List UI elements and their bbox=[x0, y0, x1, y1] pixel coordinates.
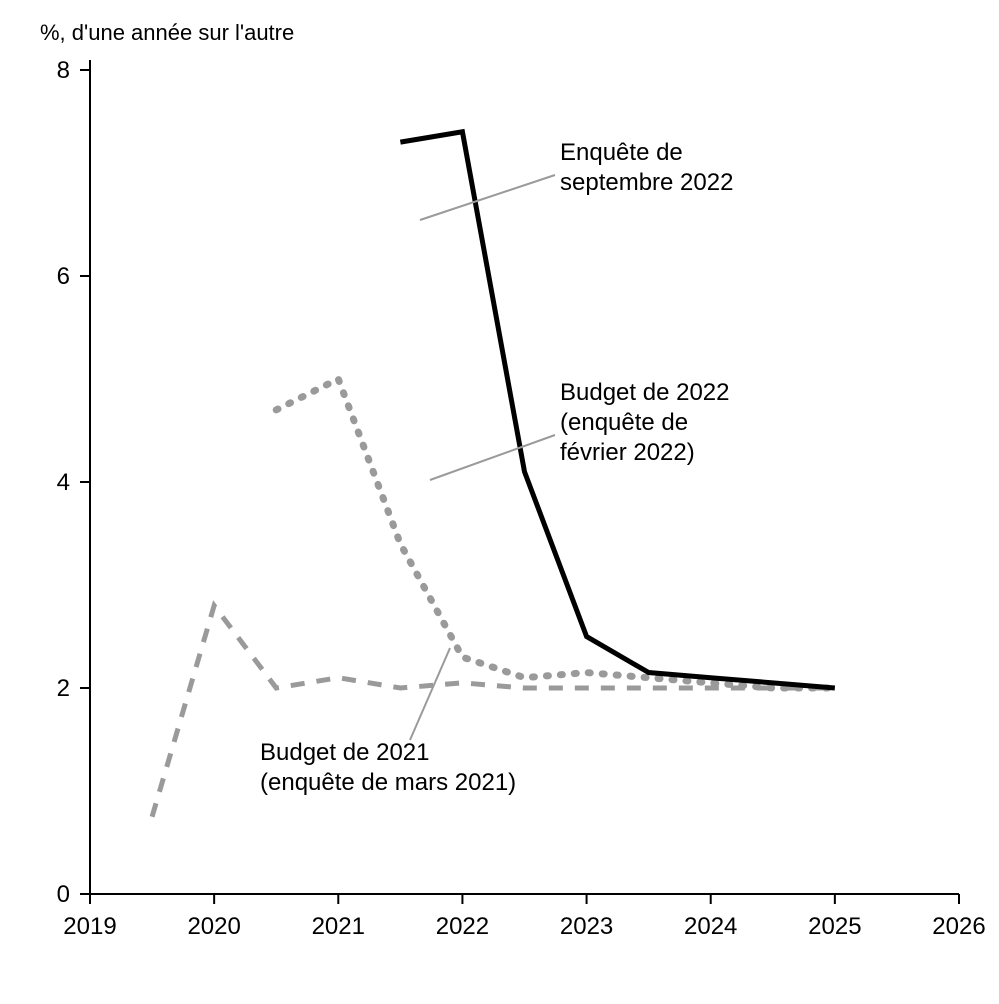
callout-label-line: (enquête de mars 2021) bbox=[260, 769, 516, 796]
x-tick-label: 2019 bbox=[63, 913, 116, 940]
callout-label-line: Enquête de bbox=[560, 139, 683, 166]
chart-container: %, d'une année sur l'autre 0 2 4 6 8 2019 2020 2… bbox=[0, 0, 999, 1004]
x-tick-label: 2025 bbox=[808, 913, 861, 940]
x-tick-label: 2021 bbox=[312, 913, 365, 940]
y-tick-label: 4 bbox=[57, 469, 70, 496]
x-tick-label: 2020 bbox=[187, 913, 240, 940]
y-tick-label: 0 bbox=[57, 881, 70, 908]
x-tick-label: 2026 bbox=[932, 913, 985, 940]
x-tick-label: 2024 bbox=[684, 913, 737, 940]
y-tick-label: 2 bbox=[57, 675, 70, 702]
chart-svg: %, d'une année sur l'autre 0 2 4 6 8 2019 2020 2… bbox=[0, 0, 999, 1004]
y-axis-title: %, d'une année sur l'autre bbox=[40, 20, 294, 45]
x-tick-label: 2022 bbox=[436, 913, 489, 940]
callout-label-line: (enquête de bbox=[560, 409, 688, 436]
chart-background bbox=[0, 0, 999, 1004]
callout-label-line: septembre 2022 bbox=[560, 169, 733, 196]
callout-label-line: février 2022) bbox=[560, 439, 695, 466]
callout-label-line: Budget de 2021 bbox=[260, 739, 430, 766]
callout-label-line: Budget de 2022 bbox=[560, 379, 730, 406]
y-tick-label: 8 bbox=[57, 57, 70, 84]
x-tick-label: 2023 bbox=[560, 913, 613, 940]
y-tick-label: 6 bbox=[57, 263, 70, 290]
